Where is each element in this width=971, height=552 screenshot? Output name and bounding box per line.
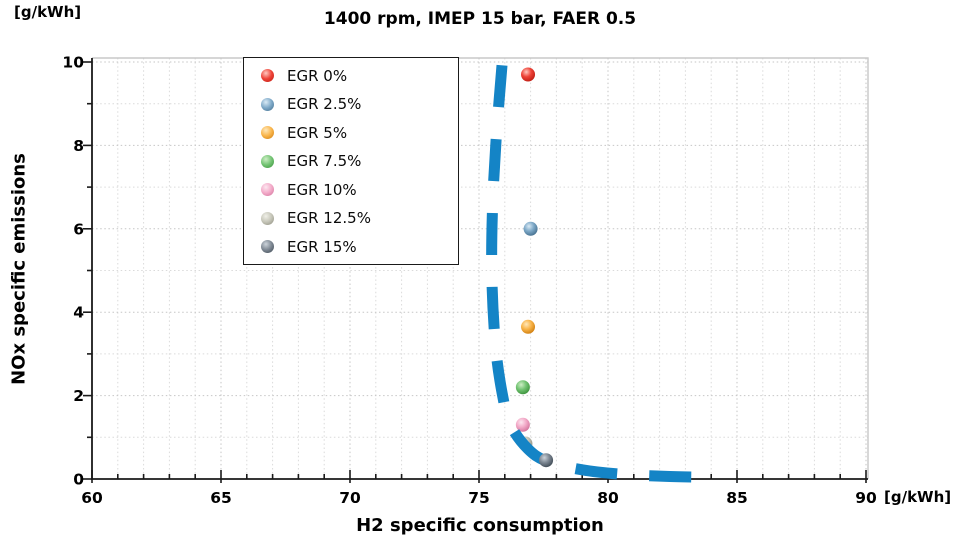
y-tick-label: 4 (73, 304, 84, 322)
legend-label: EGR 7.5% (287, 152, 362, 170)
legend-label: EGR 5% (287, 123, 348, 142)
y-tick-label: 2 (73, 387, 84, 405)
legend-label: EGR 2.5% (287, 95, 362, 113)
chart-title: 1400 rpm, IMEP 15 bar, FAER 0.5 (323, 9, 637, 29)
y-tick-label: 0 (73, 471, 84, 489)
x-tick-label: 75 (468, 489, 490, 507)
data-point-egr-10 (515, 417, 530, 432)
data-point-egr-2-5 (523, 221, 538, 236)
legend-item-egr-7-5: EGR 7.5% (244, 147, 458, 175)
legend-label: EGR 10% (287, 180, 357, 199)
legend-label: EGR 12.5% (287, 209, 371, 227)
data-point-egr-15 (539, 453, 554, 468)
data-point-egr-0 (521, 67, 536, 82)
legend: EGR 0% EGR 2.5% EGR 5% EGR 7.5% EGR 10% EGR 1… (243, 57, 459, 265)
data-point-egr-7-5 (515, 380, 530, 395)
x-axis-unit-label: [g/kWh] (884, 488, 952, 506)
legend-marker-icon (261, 69, 274, 82)
y-tick-label: 10 (62, 54, 84, 72)
legend-marker-icon (261, 154, 274, 168)
x-tick-label: 60 (81, 489, 103, 507)
x-axis-title: H2 specific consumption (356, 515, 604, 536)
x-tick-label: 70 (339, 489, 361, 507)
legend-label: EGR 0% (287, 66, 348, 85)
legend-marker-icon (261, 97, 274, 111)
legend-item-egr-5: EGR 5% (244, 119, 458, 147)
plot-border (92, 57, 869, 479)
legend-item-egr-12-5: EGR 12.5% (244, 204, 458, 232)
y-tick-label: 6 (73, 220, 84, 238)
x-tick-label: 85 (726, 489, 748, 507)
tradeoff-curve (486, 64, 710, 483)
legend-marker-icon (261, 126, 274, 139)
y-axis-unit-label: [g/kWh] (14, 3, 82, 21)
legend-marker-icon (261, 211, 274, 225)
legend-item-egr-0: EGR 0% (244, 62, 458, 90)
legend-marker-icon (261, 183, 274, 196)
x-tick-label: 80 (597, 489, 619, 507)
legend-item-egr-2-5: EGR 2.5% (244, 90, 458, 118)
x-tick-label: 65 (210, 489, 232, 507)
data-point-egr-5 (521, 319, 536, 334)
legend-label: EGR 15% (287, 237, 357, 256)
legend-marker-icon (261, 240, 274, 253)
x-tick-label: 90 (855, 489, 877, 507)
y-tick-label: 8 (73, 137, 84, 155)
legend-item-egr-15: EGR 15% (244, 233, 458, 261)
y-axis-title: NOx specific emissions (8, 153, 30, 385)
legend-item-egr-10: EGR 10% (244, 176, 458, 204)
